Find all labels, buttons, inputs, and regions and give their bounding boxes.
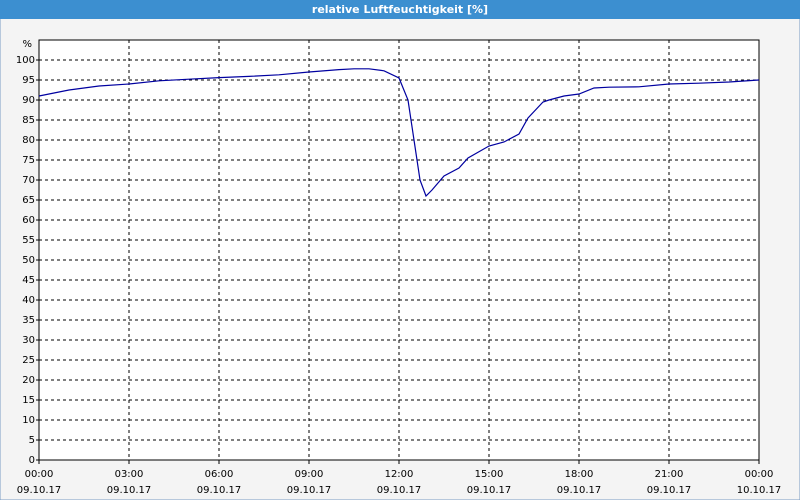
y-tick-label: 75 bbox=[22, 155, 35, 166]
x-tick-date: 09.10.17 bbox=[467, 485, 512, 496]
x-tick-date: 09.10.17 bbox=[557, 485, 602, 496]
y-tick-label: 60 bbox=[22, 215, 35, 226]
y-tick-label: 20 bbox=[22, 375, 35, 386]
x-tick-date: 09.10.17 bbox=[647, 485, 692, 496]
x-tick-label: 03:00 bbox=[115, 469, 144, 480]
x-tick-label: 00:00 bbox=[25, 469, 54, 480]
y-tick-label: 65 bbox=[22, 195, 35, 206]
y-tick-label: 95 bbox=[22, 75, 35, 86]
y-tick-label: 45 bbox=[22, 275, 35, 286]
x-tick-label: 12:00 bbox=[385, 469, 414, 480]
y-tick-label: 55 bbox=[22, 235, 35, 246]
x-tick-label: 06:00 bbox=[205, 469, 234, 480]
y-tick-label: 10 bbox=[22, 415, 35, 426]
y-tick-label: 85 bbox=[22, 115, 35, 126]
x-tick-date: 09.10.17 bbox=[17, 485, 62, 496]
chart-title: relative Luftfeuchtigkeit [%] bbox=[312, 3, 488, 16]
y-tick-label: 5 bbox=[29, 435, 35, 446]
x-tick-date: 10.10.17 bbox=[737, 485, 782, 496]
x-tick-label: 21:00 bbox=[655, 469, 684, 480]
y-tick-label: 50 bbox=[22, 255, 35, 266]
x-tick-date: 09.10.17 bbox=[377, 485, 422, 496]
x-tick-date: 09.10.17 bbox=[107, 485, 152, 496]
y-tick-label: 15 bbox=[22, 395, 35, 406]
title-bar bbox=[0, 0, 800, 19]
x-tick-label: 15:00 bbox=[475, 469, 504, 480]
x-tick-label: 09:00 bbox=[295, 469, 324, 480]
y-tick-label: 0 bbox=[29, 455, 35, 466]
y-tick-label: 25 bbox=[22, 355, 35, 366]
y-tick-label: 35 bbox=[22, 315, 35, 326]
x-tick-date: 09.10.17 bbox=[287, 485, 332, 496]
y-tick-label: 40 bbox=[22, 295, 35, 306]
y-tick-label: 80 bbox=[22, 135, 35, 146]
y-tick-label: 70 bbox=[22, 175, 35, 186]
y-tick-label: 100 bbox=[16, 55, 35, 66]
x-tick-label: 00:00 bbox=[745, 469, 774, 480]
y-axis-label: % bbox=[22, 39, 32, 50]
y-tick-label: 90 bbox=[22, 95, 35, 106]
y-tick-label: 30 bbox=[22, 335, 35, 346]
x-tick-date: 09.10.17 bbox=[197, 485, 242, 496]
x-tick-label: 18:00 bbox=[565, 469, 594, 480]
data-line bbox=[38, 68, 760, 198]
